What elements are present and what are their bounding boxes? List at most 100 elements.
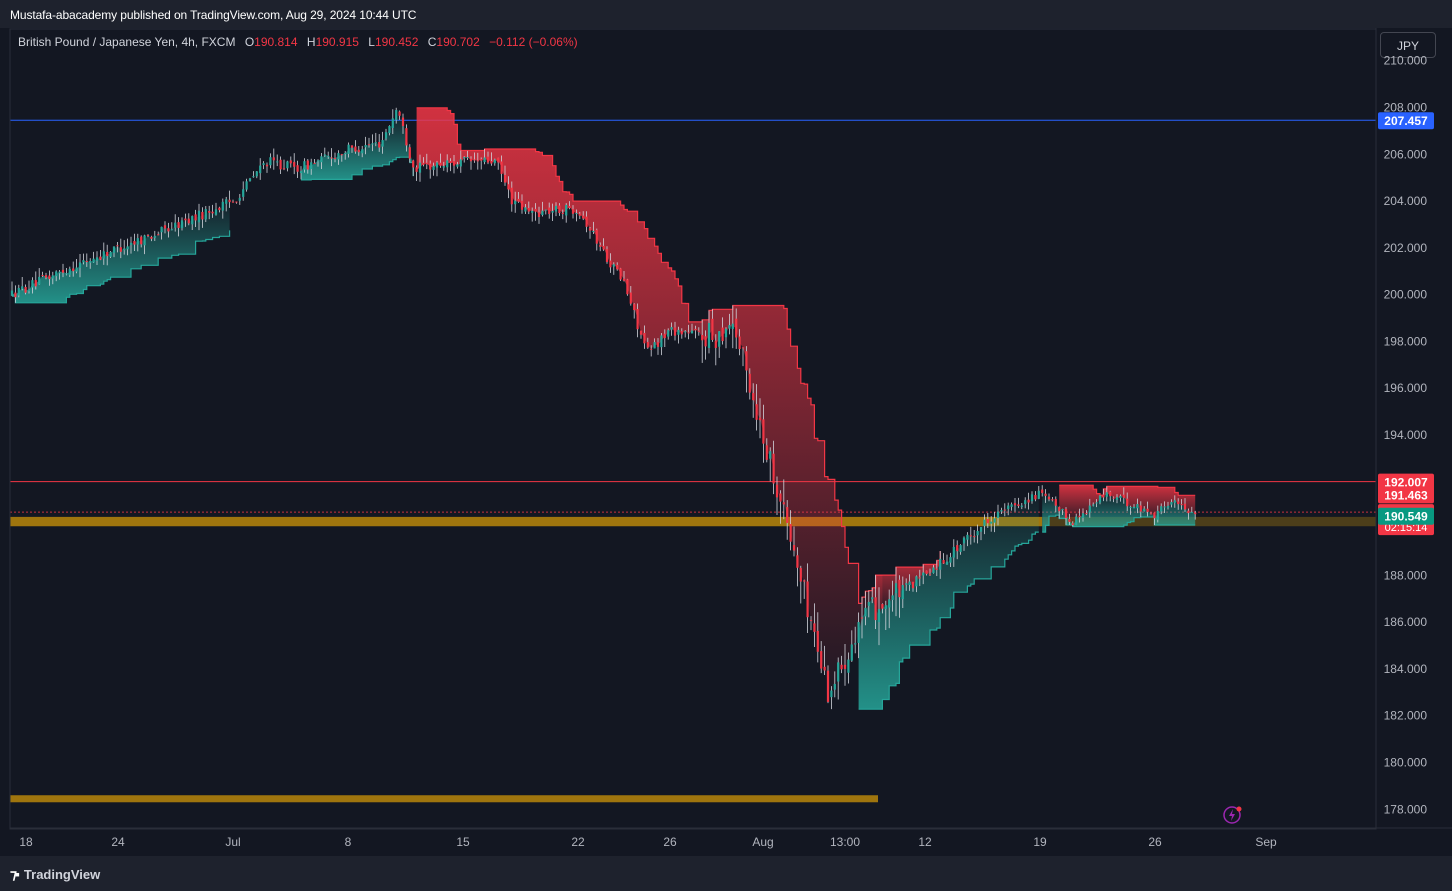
time-tick-label: 26: [1148, 835, 1162, 849]
candle-body: [1119, 495, 1122, 499]
candle-body: [786, 507, 789, 523]
candle-body: [602, 245, 605, 250]
candle-body: [697, 330, 700, 332]
candle-body: [877, 609, 881, 623]
time-tick-label: Aug: [752, 835, 773, 849]
resistance-band-fill: [416, 107, 883, 694]
candle-body: [374, 142, 377, 144]
candle-body: [1183, 503, 1187, 510]
low-value: 190.452: [374, 35, 419, 49]
candle-body: [905, 583, 908, 585]
candle-body: [704, 336, 707, 347]
symbol-name[interactable]: British Pound / Japanese Yen, 4h, FXCM: [18, 35, 236, 49]
time-tick-label: 24: [111, 835, 125, 849]
candle-body: [61, 269, 65, 273]
candle-body: [884, 605, 887, 610]
tradingview-brand[interactable]: ⁊▪ TradingView: [10, 866, 100, 883]
candle-body: [643, 332, 646, 344]
candle-body: [782, 502, 785, 505]
candle-body: [891, 595, 894, 601]
candle-body: [463, 157, 466, 159]
candle-body: [449, 161, 452, 164]
time-tick-label: 19: [1033, 835, 1047, 849]
candle-body: [109, 251, 112, 257]
candle-body: [17, 287, 20, 296]
plot-frame: [9, 28, 1377, 830]
price-tick-label: 194.000: [1384, 428, 1428, 442]
bottom-bar: [0, 856, 1452, 891]
candle-body: [473, 159, 476, 161]
candle-body: [959, 545, 962, 552]
candle-body: [939, 558, 942, 570]
candle-body: [1126, 498, 1129, 507]
candle-body: [486, 156, 490, 163]
candle-body: [174, 222, 177, 228]
candle-body: [157, 234, 160, 236]
candle-body: [163, 225, 167, 229]
candle-body: [425, 162, 428, 165]
candle-body: [364, 145, 367, 148]
candle-body: [741, 347, 745, 349]
candle-body: [548, 207, 551, 214]
candle-body: [925, 570, 928, 575]
candle-body: [531, 210, 534, 213]
candle-body: [724, 328, 728, 338]
alert-lightning-icon: [1223, 806, 1241, 824]
candle-body: [558, 205, 561, 214]
candle-body: [316, 160, 320, 162]
candle-body: [371, 143, 374, 145]
resistance-band-line: [416, 107, 883, 604]
candle-body: [979, 527, 983, 532]
candle-body: [347, 144, 350, 154]
candle-body: [823, 666, 826, 671]
candle-body: [1085, 513, 1088, 515]
candle-body: [31, 280, 34, 288]
top-bar: [0, 0, 1452, 28]
candle-body: [401, 117, 405, 127]
candle-body: [650, 348, 653, 350]
candle-body: [908, 581, 911, 585]
candle-body: [289, 160, 292, 164]
candle-body: [55, 271, 58, 277]
level-price-tag: 207.457: [1384, 114, 1428, 128]
band-price-tag: 191.463: [1384, 488, 1428, 502]
candle-body: [1044, 493, 1047, 496]
candle-body: [588, 228, 592, 231]
published-caption: Mustafa-abacademy published on TradingVi…: [10, 8, 417, 22]
time-tick-label: 13:00: [830, 835, 860, 849]
candle-body: [748, 373, 751, 393]
price-tick-label: 186.000: [1384, 615, 1428, 629]
candle-body: [99, 256, 102, 260]
time-tick-label: 22: [571, 835, 585, 849]
candle-body: [225, 199, 228, 204]
currency-button[interactable]: JPY: [1380, 32, 1436, 58]
support-band-line: [12, 230, 231, 304]
candle-body: [738, 336, 741, 350]
candle-body: [177, 222, 180, 228]
candle-body: [779, 493, 782, 502]
support-price-tag-bg: [1378, 507, 1434, 525]
candle-body: [493, 159, 496, 164]
candle-body: [133, 241, 136, 245]
candle-body: [293, 162, 296, 167]
candle-body: [837, 662, 840, 682]
time-tick-label: 18: [19, 835, 33, 849]
candle-body: [731, 323, 734, 329]
candle-body: [58, 271, 61, 274]
candle-body: [313, 162, 316, 164]
candle-body: [41, 275, 44, 277]
candle-body: [1109, 491, 1112, 497]
candle-body: [762, 419, 765, 444]
candle-body: [1105, 492, 1108, 497]
support-zone: [10, 795, 878, 803]
support-zone-extension: [1042, 516, 1376, 527]
candle-body: [990, 521, 993, 524]
candle-body: [405, 128, 408, 146]
current-price-tag-bg: [1378, 504, 1434, 536]
candle-body: [204, 209, 207, 220]
candle-body: [296, 165, 299, 172]
candle-body: [330, 157, 333, 159]
candle-body: [663, 333, 666, 339]
candle-body: [269, 157, 272, 166]
